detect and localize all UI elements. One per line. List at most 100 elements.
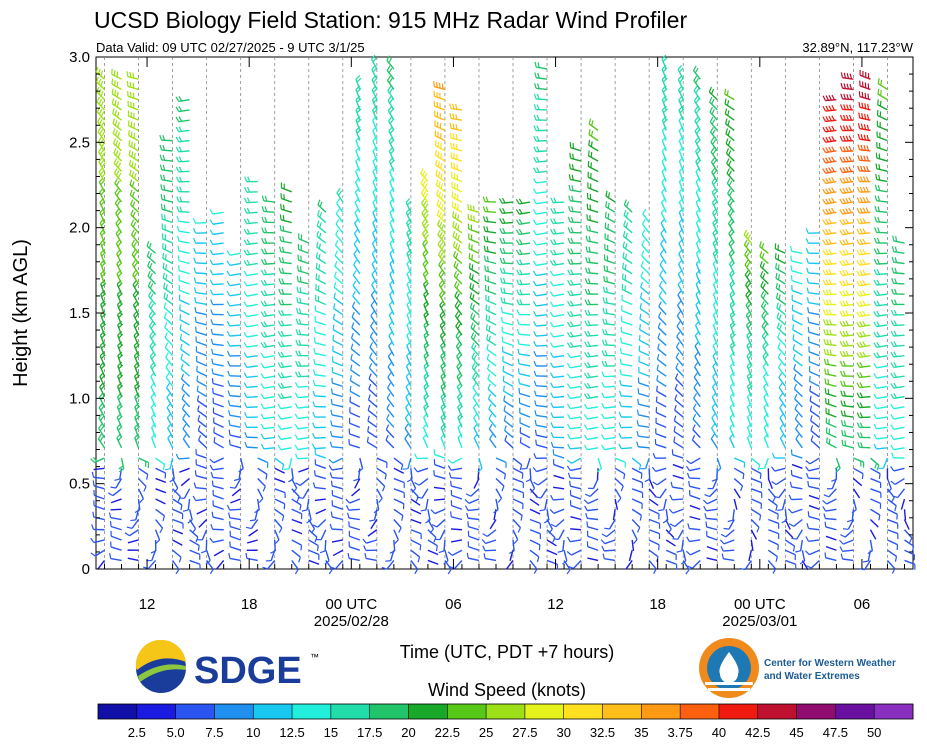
wind-barb xyxy=(869,539,874,551)
wind-barb xyxy=(529,518,541,525)
wind-barb xyxy=(558,529,565,540)
wind-barb-feather xyxy=(517,358,520,365)
time-gridlines xyxy=(104,57,888,569)
wind-barb xyxy=(695,161,701,172)
wind-barb-feather xyxy=(502,197,506,204)
wind-barb xyxy=(711,171,718,182)
wind-barb xyxy=(133,335,140,346)
wind-barb-feather xyxy=(694,341,700,347)
wind-barb xyxy=(675,346,684,357)
wind-barb xyxy=(553,324,565,328)
wind-barb xyxy=(246,539,258,544)
wind-barb xyxy=(468,557,480,562)
wind-barb xyxy=(604,259,616,265)
wind-barb-feather xyxy=(777,352,782,358)
wind-barb xyxy=(404,427,412,438)
wind-barb-feather xyxy=(846,519,853,523)
wind-barb-feather xyxy=(826,329,829,335)
wind-barb xyxy=(280,365,292,369)
wind-barb-feather xyxy=(298,350,302,356)
wind-barb-feather xyxy=(532,219,537,225)
wind-barb-feather xyxy=(516,259,520,265)
wind-barb xyxy=(163,297,174,306)
wind-barb-feather xyxy=(129,169,132,176)
wind-barb-feather xyxy=(567,443,571,450)
wind-barb-feather xyxy=(845,187,849,193)
wind-barb-feather xyxy=(363,545,367,551)
wind-barb xyxy=(212,242,224,246)
wind-barb xyxy=(368,399,378,408)
wind-barb xyxy=(835,457,841,469)
wind-barb-feather xyxy=(659,249,665,255)
wind-barb xyxy=(746,406,752,418)
wind-barb xyxy=(678,253,684,264)
wind-barb-feather xyxy=(454,212,457,219)
wind-barb-feather xyxy=(424,203,429,209)
wind-barb xyxy=(512,477,524,484)
wind-barb-feather xyxy=(278,278,282,284)
wind-barb xyxy=(376,457,388,464)
wind-barb-feather xyxy=(550,422,554,428)
y-tick-label: 1.5 xyxy=(69,305,90,322)
wind-barb xyxy=(365,557,377,562)
wind-barb xyxy=(440,416,446,428)
wind-barb-feather xyxy=(300,545,303,551)
colorbar-swatch xyxy=(253,704,293,719)
wind-barb-feather xyxy=(805,472,809,479)
wind-barb-feather xyxy=(351,301,356,307)
wind-barb xyxy=(529,488,538,498)
wind-barb-feather xyxy=(856,176,861,182)
wind-barb-feather xyxy=(472,402,478,408)
wind-barb-feather xyxy=(727,110,730,116)
wind-barb-feather xyxy=(132,231,137,238)
wind-barb-feather xyxy=(760,281,764,287)
wind-barb-feather xyxy=(724,118,728,124)
wind-barb-feather xyxy=(294,434,299,440)
wind-barb xyxy=(457,406,463,418)
wind-barb-feather xyxy=(566,413,571,419)
wind-barb-feather xyxy=(108,512,112,518)
wind-barb-feather xyxy=(726,90,729,96)
wind-barb-feather xyxy=(601,402,605,409)
wind-barb-feather xyxy=(334,260,338,267)
wind-barb xyxy=(427,549,439,556)
wind-barb-feather xyxy=(685,550,691,556)
wind-barb-feather xyxy=(406,200,412,206)
wind-barb xyxy=(570,146,582,152)
wind-barb xyxy=(570,262,582,265)
wind-barb-feather xyxy=(845,350,849,357)
wind-barb-feather xyxy=(312,524,319,528)
wind-barb-feather xyxy=(440,183,444,189)
wind-barb-feather xyxy=(727,130,731,136)
wind-barb xyxy=(353,253,361,264)
wind-barb xyxy=(371,263,378,275)
wind-barb-feather xyxy=(439,262,444,268)
wind-barb xyxy=(440,437,446,449)
wind-barb-feather xyxy=(97,433,102,440)
wind-barb-feather xyxy=(572,153,574,160)
wind-barb-feather xyxy=(243,321,248,328)
wind-barb-feather xyxy=(686,459,692,465)
wind-barb xyxy=(195,331,207,336)
wind-barb-feather xyxy=(761,242,765,249)
wind-barb xyxy=(471,367,480,377)
wind-barb xyxy=(308,539,319,547)
wind-barb-feather xyxy=(893,330,898,337)
colorbar-swatch xyxy=(369,704,409,719)
wind-barb-feather xyxy=(530,488,535,493)
wind-barb-feather xyxy=(260,443,265,450)
wind-barb xyxy=(750,508,761,516)
wind-barb-feather xyxy=(299,287,302,293)
wind-barb xyxy=(470,307,480,316)
wind-barb xyxy=(406,314,412,326)
wind-barb xyxy=(406,252,412,264)
wind-barb-feather xyxy=(865,207,869,213)
wind-barb-feather xyxy=(873,433,878,440)
wind-barb xyxy=(468,526,480,531)
wind-barb-feather xyxy=(878,174,881,181)
wind-barb-feather xyxy=(848,166,852,172)
wind-barb xyxy=(638,414,650,418)
wind-barb-feather xyxy=(316,231,319,237)
wind-barb xyxy=(195,291,207,295)
wind-barb xyxy=(726,172,735,183)
